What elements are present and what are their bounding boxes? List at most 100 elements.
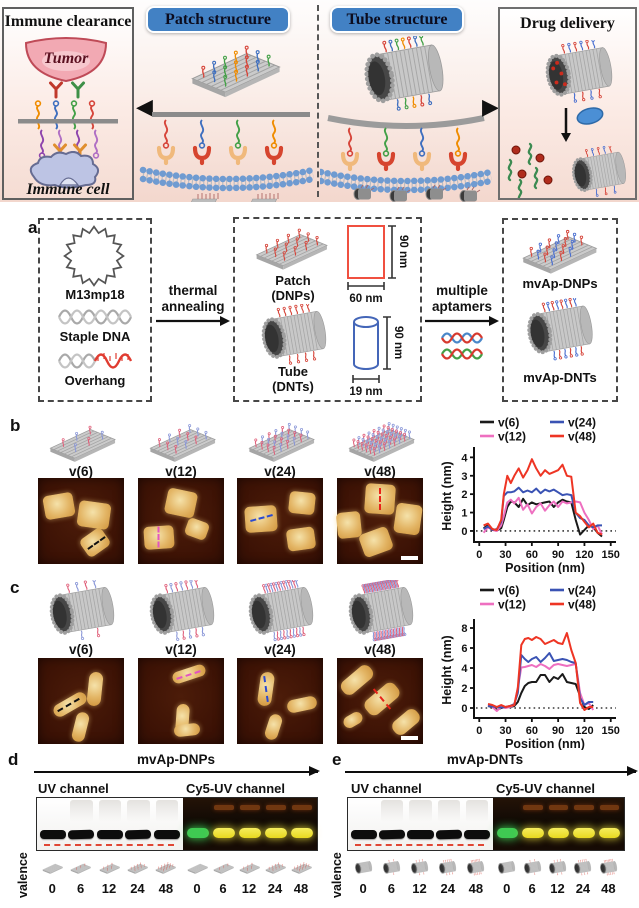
variant-label: v(48) xyxy=(364,642,396,657)
tube-sub: (DNTs) xyxy=(272,379,314,394)
afm-image-patch-v12 xyxy=(138,478,224,564)
height-profile-chart-tubes: 0 2 4 6 8 0 30 60 90 120 150 Position (nm) Height (n… xyxy=(440,584,620,751)
afm-image-patch-v6 xyxy=(38,478,124,564)
x-tick-label: 120 xyxy=(575,725,593,737)
valence-icons-row xyxy=(347,855,623,879)
afm-image-tube-v12 xyxy=(138,658,224,744)
panel-d: d mvAp-DNPs UV channel Cy5-UV channel xyxy=(0,750,330,908)
y-axis-label: Height (nm) xyxy=(440,461,454,530)
patch-icon xyxy=(49,425,116,462)
panel-b: b xyxy=(0,412,639,578)
gel-lane-uv xyxy=(407,798,434,850)
patch-icon xyxy=(522,229,598,274)
legend-label: v(6) xyxy=(498,416,519,430)
tube-valence-icon xyxy=(495,855,518,879)
valence-number: 12 xyxy=(241,880,257,896)
tube-icon xyxy=(49,578,115,641)
drug-delivery-title: Drug delivery xyxy=(520,15,615,32)
x-tick-label: 60 xyxy=(526,725,538,737)
panel-d-label: d xyxy=(8,750,19,769)
patch-valence-icon xyxy=(185,855,209,879)
y-tick-label: 6 xyxy=(461,643,467,655)
y-tick-label: 2 xyxy=(461,683,467,695)
y-tick-label: 1 xyxy=(461,508,467,520)
valence-number: 24 xyxy=(267,880,283,896)
patch-icon xyxy=(186,863,208,874)
valence-number: 6 xyxy=(219,880,227,896)
step1-line1: thermal xyxy=(168,283,218,298)
x-tick-label: 30 xyxy=(499,549,511,561)
valence-numbers-row: 0 6 12 24 48 0 6 12 24 48 xyxy=(347,880,623,896)
gel-lane-uv xyxy=(463,798,491,850)
patch-icon xyxy=(149,424,216,462)
structures-box xyxy=(233,217,422,402)
step2-arrow xyxy=(425,316,499,326)
tube-icon xyxy=(599,858,617,875)
tube-membrane-art xyxy=(320,115,492,202)
gel-lane-cy5 xyxy=(572,798,595,850)
tube-dnts-icon xyxy=(250,302,338,366)
patch-icon xyxy=(42,863,63,874)
mvap-dnts-icon xyxy=(516,297,604,362)
y-axis-label: Height (nm) xyxy=(440,635,454,704)
tube-width-bracket xyxy=(352,375,380,383)
patch-sub: (DNPs) xyxy=(271,288,315,303)
mvap-box xyxy=(502,218,618,402)
patch-icon xyxy=(191,45,281,98)
tube-icon xyxy=(348,578,414,642)
gel-lane-cy5 xyxy=(238,798,262,850)
panel-b-label: b xyxy=(10,416,21,435)
tube-dimension-cylinder xyxy=(353,316,379,370)
legend-label: v(24) xyxy=(568,584,596,598)
patch-valence-icon xyxy=(124,855,150,879)
panel-e-arrow xyxy=(345,765,638,776)
x-axis-label: Position (nm) xyxy=(505,737,585,750)
variant-label: v(12) xyxy=(165,464,197,479)
tube-icon xyxy=(527,297,593,361)
height-profile-chart-patches: 0 1 2 3 4 0 30 60 90 120 150 Position (nm) Height (n… xyxy=(440,416,620,575)
valence-number: 48 xyxy=(468,880,484,896)
gel-lane-uv xyxy=(379,798,406,850)
tube-icon xyxy=(548,858,567,875)
overhang-label: Overhang xyxy=(64,373,126,388)
patch-valence-icon xyxy=(237,855,261,879)
tube-icon xyxy=(364,34,444,111)
variant-label: v(12) xyxy=(165,642,197,657)
series-line-v(48) xyxy=(487,632,594,711)
axes xyxy=(473,447,616,543)
x-tick-label: 150 xyxy=(602,725,620,737)
tube-icon xyxy=(410,858,429,875)
tube-icon xyxy=(523,858,541,875)
patch-icon xyxy=(70,863,92,874)
valence-number: 48 xyxy=(601,880,616,896)
tube-valence-icon xyxy=(435,855,461,879)
panel-a: a M13mp18 Staple DNA Overhang thermal an… xyxy=(0,208,639,412)
tube-icon xyxy=(498,860,516,874)
tube-structure-icon xyxy=(345,34,463,112)
valence-number: 48 xyxy=(293,880,309,896)
scheme-banner: Immune clearance xyxy=(0,0,639,202)
mvap-dnps-icon xyxy=(510,224,608,276)
step2-line2: aptamers xyxy=(431,299,493,314)
immune-cell-art xyxy=(29,151,99,189)
patch-dnps-icon xyxy=(244,222,338,272)
x-tick-label: 120 xyxy=(575,549,593,561)
valence-number: 48 xyxy=(158,880,174,896)
released-tube-icon xyxy=(560,144,638,198)
y-tick-label: 4 xyxy=(461,663,468,675)
valence-number: 0 xyxy=(503,880,511,896)
aptamer-duplex-icon xyxy=(441,348,483,360)
patch-valence-icon xyxy=(96,855,122,879)
tube-height-label: 90 nm xyxy=(392,326,404,360)
tube-valence-icon xyxy=(546,855,569,879)
gel-lane-cy5 xyxy=(598,798,621,850)
panel-a-label: a xyxy=(28,218,38,237)
uv-channel-label: UV channel xyxy=(351,781,422,796)
tube-icon xyxy=(382,858,400,875)
step1-line2: annealing xyxy=(161,299,225,314)
components-box xyxy=(38,218,152,402)
patch-schematic-v6 xyxy=(32,418,132,464)
valence-number: 12 xyxy=(101,880,117,896)
tube-height-bracket xyxy=(383,316,391,370)
tube-schematic-v12 xyxy=(134,578,230,642)
